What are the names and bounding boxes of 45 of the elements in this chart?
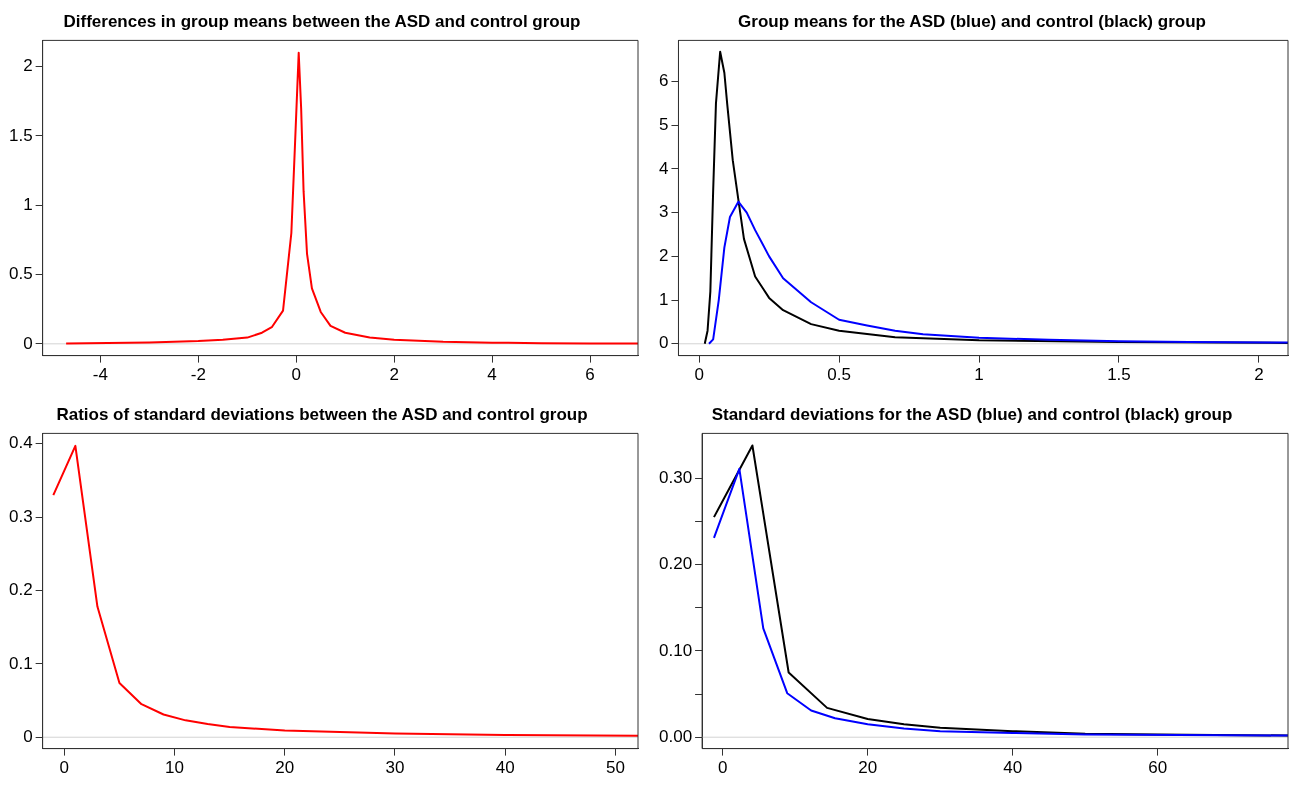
x-tick-label: 20	[858, 758, 878, 778]
y-tick-label: 2	[23, 56, 33, 76]
y-tick-label: 0.10	[658, 640, 693, 660]
x-tick-label: 30	[385, 758, 405, 778]
x-tick-label: 40	[1003, 758, 1023, 778]
y-tick-label: 3	[658, 202, 669, 222]
y-tick-label: 0	[658, 333, 669, 353]
y-tick-label: 0	[23, 726, 33, 746]
chart-title: Standard deviations for the ASD (blue) and control (black) group	[711, 404, 1233, 424]
x-tick-label: 0	[59, 758, 70, 778]
y-tick-label: 0.3	[8, 506, 33, 526]
y-tick-label: 0.5	[8, 264, 33, 284]
x-tick-label: 50	[605, 758, 625, 778]
x-tick-label: 2	[389, 365, 399, 385]
x-tick-label: 10	[165, 758, 185, 778]
x-tick-label: 0	[291, 365, 301, 385]
y-tick-label: 2	[658, 246, 669, 266]
y-tick-label: 0	[23, 333, 33, 353]
y-tick-label: 1	[23, 194, 33, 214]
x-tick-label: 20	[275, 758, 295, 778]
chart-title: Ratios of standard deviations between the ASD and control group	[56, 404, 588, 424]
x-tick-label: 2	[1254, 365, 1264, 385]
x-tick-label: 60	[1148, 758, 1168, 778]
y-tick-label: 0.2	[8, 580, 33, 600]
y-tick-label: 0.1	[8, 653, 33, 673]
x-tick-label: -4	[92, 365, 108, 385]
x-tick-label: 40	[495, 758, 515, 778]
x-tick-label: 0	[717, 758, 728, 778]
y-tick-label: 1	[658, 289, 669, 309]
x-tick-label: 4	[487, 365, 497, 385]
x-tick-label: 6	[585, 365, 595, 385]
x-tick-label: 1.5	[1107, 365, 1131, 385]
y-tick-label: 5	[658, 114, 669, 134]
x-tick-label: 0.5	[827, 365, 851, 385]
y-tick-label: 0.30	[658, 467, 693, 487]
y-tick-label: 1.5	[8, 125, 33, 145]
chart-title: Differences in group means between the ASD and control group	[63, 11, 581, 31]
y-tick-label: 0.00	[658, 726, 693, 746]
y-tick-label: 0.20	[658, 554, 693, 574]
y-tick-label: 4	[658, 158, 669, 178]
y-tick-label: 0.4	[8, 433, 33, 453]
x-tick-label: -2	[190, 365, 206, 385]
y-tick-label: 6	[658, 71, 669, 91]
x-tick-label: 1	[974, 365, 984, 385]
chart-title: Group means for the ASD (blue) and control (black) group	[738, 11, 1206, 31]
